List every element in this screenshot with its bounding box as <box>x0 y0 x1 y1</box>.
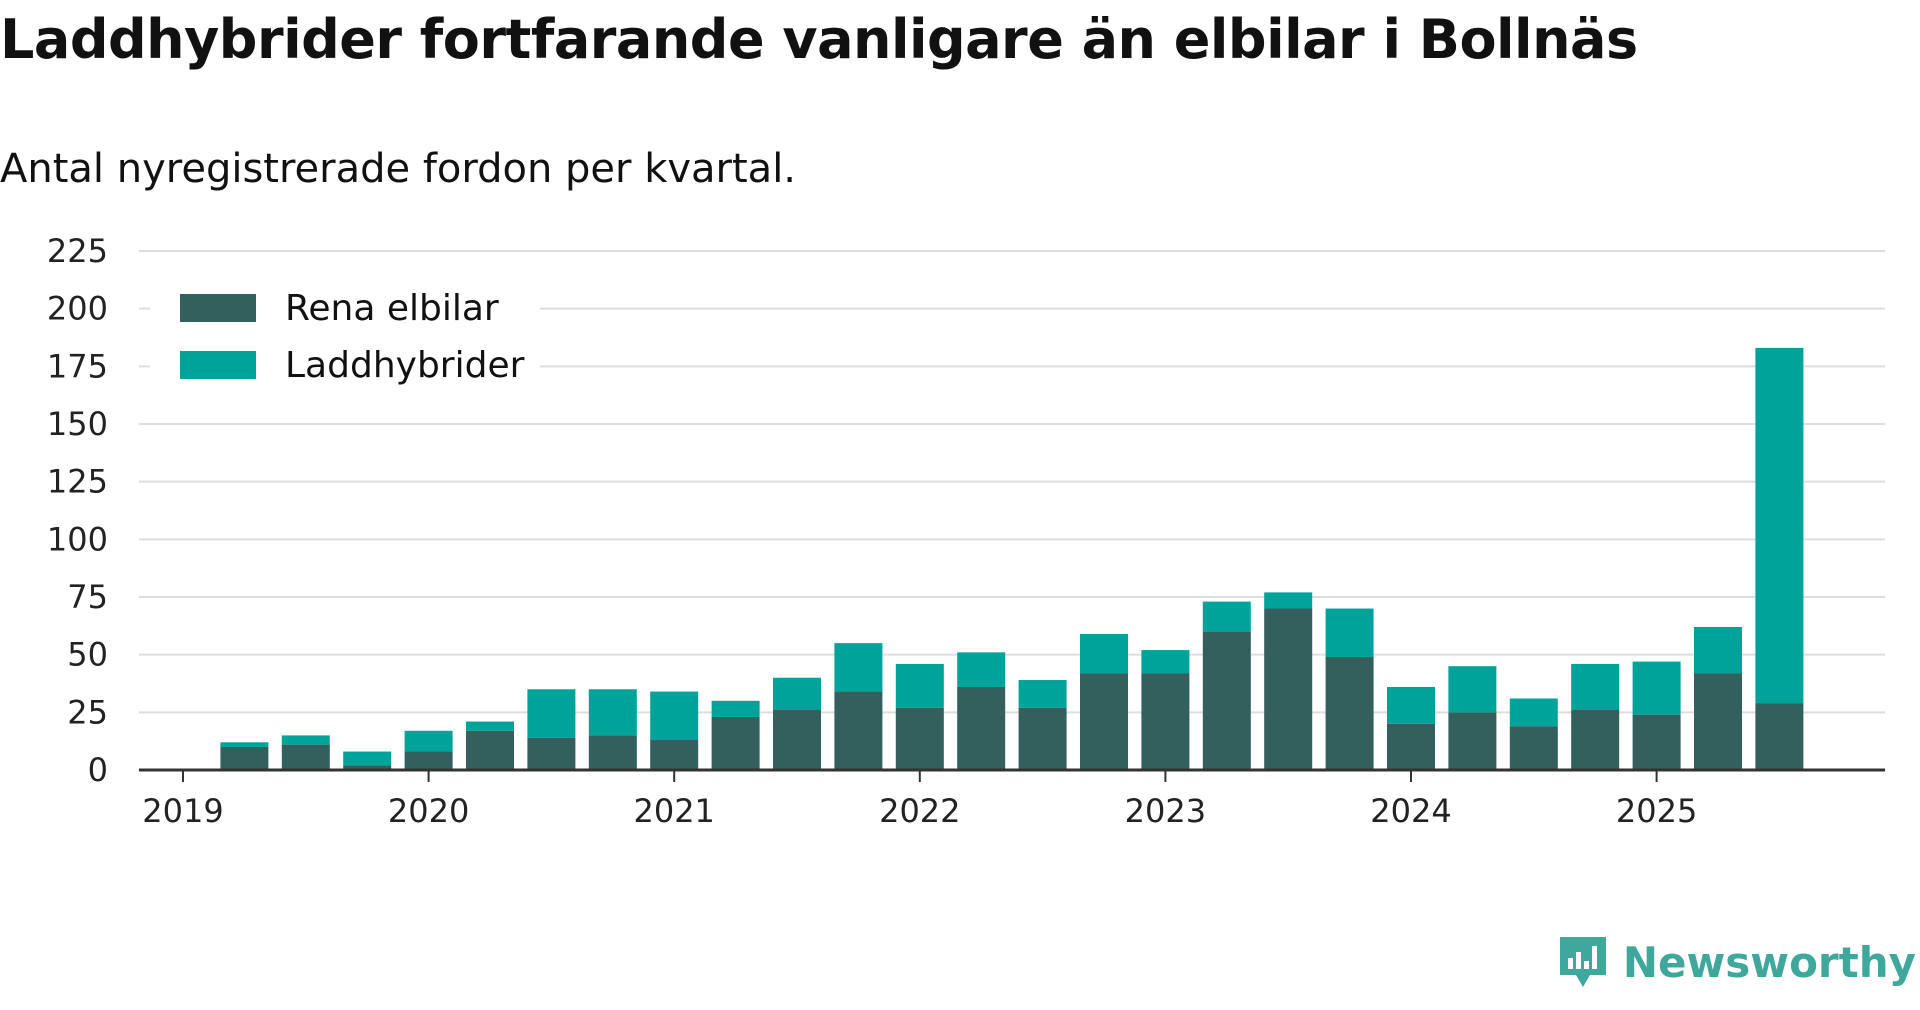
legend-label-laddhybrider: Laddhybrider <box>285 345 525 386</box>
bar-laddhybrider <box>1325 608 1374 657</box>
bar-rena-elbilar <box>834 691 883 770</box>
y-tick-label: 225 <box>47 232 108 270</box>
bar-rena-elbilar <box>588 735 637 770</box>
bar-laddhybrider <box>1571 663 1620 711</box>
legend: Rena elbilar Laddhybrider <box>150 273 540 391</box>
bar-rena-elbilar <box>1264 608 1313 770</box>
y-tick-label: 175 <box>47 347 108 385</box>
bar-laddhybrider <box>1755 347 1804 704</box>
bar-rena-elbilar <box>1755 703 1804 770</box>
bar-rena-elbilar <box>220 746 269 770</box>
x-tick-label: 2020 <box>388 792 469 830</box>
bar-laddhybrider <box>1694 626 1742 674</box>
bar-laddhybrider <box>895 663 944 708</box>
y-tick-label: 0 <box>88 751 108 789</box>
y-axis-ticks: 0 25 50 75 100 125 150 175 200 225 <box>47 232 108 789</box>
newsworthy-logo-icon <box>1559 937 1606 987</box>
y-tick-label: 50 <box>67 636 108 674</box>
bar-laddhybrider <box>1448 666 1497 713</box>
bar-rena-elbilar <box>1018 707 1067 770</box>
bar-laddhybrider <box>1202 601 1251 632</box>
bar-rena-elbilar <box>1694 673 1742 770</box>
legend-label-rena-elbilar: Rena elbilar <box>285 288 499 329</box>
bar-laddhybrider <box>466 721 514 731</box>
bar-laddhybrider <box>281 735 330 745</box>
legend-swatch-rena-elbilar <box>180 294 256 322</box>
bar-rena-elbilar <box>895 707 944 770</box>
x-tick-label: 2019 <box>142 792 223 830</box>
bar-rena-elbilar <box>343 765 392 770</box>
chart-subtitle: Antal nyregistrerade fordon per kvartal. <box>0 146 797 192</box>
y-tick-label: 200 <box>47 290 108 328</box>
bar-rena-elbilar <box>1141 673 1190 770</box>
bar-laddhybrider <box>404 730 453 752</box>
bar-laddhybrider <box>1387 686 1435 724</box>
bar-rena-elbilar <box>711 716 760 770</box>
bar-laddhybrider <box>1141 650 1190 674</box>
bar-rena-elbilar <box>1202 631 1251 770</box>
bars <box>220 347 1804 770</box>
bar-rena-elbilar <box>1325 656 1374 770</box>
bar-rena-elbilar <box>281 744 330 770</box>
bar-rena-elbilar <box>1387 723 1435 770</box>
bar-rena-elbilar <box>1632 714 1681 770</box>
bar-laddhybrider <box>343 751 392 766</box>
newsworthy-brand: Newsworthy <box>1557 934 1916 990</box>
bar-laddhybrider <box>220 742 269 747</box>
bar-laddhybrider <box>834 643 883 692</box>
x-tick-label: 2024 <box>1370 792 1451 830</box>
bar-laddhybrider <box>588 689 637 736</box>
bar-rena-elbilar <box>773 710 821 770</box>
y-tick-label: 125 <box>47 463 108 501</box>
bar-laddhybrider <box>1018 680 1067 708</box>
newsworthy-logo-text: Newsworthy <box>1622 937 1916 987</box>
bar-laddhybrider <box>527 689 576 738</box>
x-tick-label: 2021 <box>633 792 714 830</box>
legend-swatch-laddhybrider <box>180 351 256 379</box>
bar-rena-elbilar <box>404 751 453 770</box>
x-tick-label: 2022 <box>879 792 960 830</box>
bar-laddhybrider <box>1080 633 1128 674</box>
y-tick-label: 150 <box>47 405 108 443</box>
x-tick-label: 2025 <box>1616 792 1697 830</box>
bar-laddhybrider <box>1509 698 1558 727</box>
bar-rena-elbilar <box>1571 710 1620 770</box>
bar-rena-elbilar <box>527 737 576 770</box>
bar-rena-elbilar <box>466 730 514 770</box>
bar-rena-elbilar <box>1080 673 1128 770</box>
bar-rena-elbilar <box>650 740 699 770</box>
bar-rena-elbilar <box>1448 712 1497 770</box>
bar-laddhybrider <box>773 677 821 711</box>
y-tick-label: 75 <box>67 578 108 616</box>
bar-laddhybrider <box>957 652 1006 687</box>
x-axis: 2019 2020 2021 2022 2023 2024 2025 <box>139 768 1885 830</box>
bar-laddhybrider <box>1632 661 1681 715</box>
bar-laddhybrider <box>650 691 699 741</box>
y-tick-label: 25 <box>67 693 108 731</box>
y-tick-label: 100 <box>47 520 108 558</box>
chart-title: Laddhybrider fortfarande vanligare än el… <box>0 8 1638 71</box>
x-tick-label: 2023 <box>1125 792 1206 830</box>
bar-laddhybrider <box>711 700 760 717</box>
bar-laddhybrider <box>1264 592 1313 609</box>
bar-rena-elbilar <box>957 686 1006 770</box>
bar-rena-elbilar <box>1509 726 1558 770</box>
